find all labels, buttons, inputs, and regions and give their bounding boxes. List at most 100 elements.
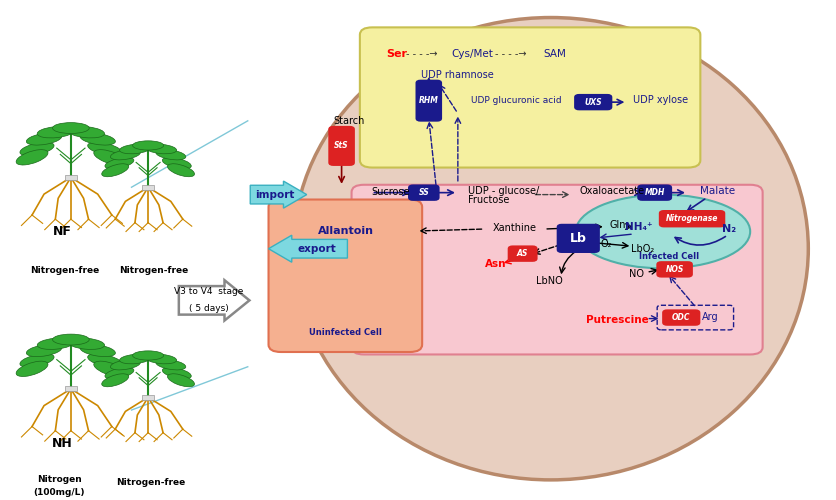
- Text: MDH: MDH: [645, 188, 665, 197]
- Ellipse shape: [576, 194, 750, 268]
- FancyBboxPatch shape: [558, 224, 599, 252]
- Text: Starch: Starch: [334, 116, 364, 126]
- Text: V3 to V4  stage: V3 to V4 stage: [174, 288, 243, 296]
- Ellipse shape: [69, 126, 104, 138]
- Ellipse shape: [88, 142, 122, 156]
- Ellipse shape: [146, 354, 176, 364]
- Text: NH₄⁺: NH₄⁺: [625, 222, 653, 232]
- Ellipse shape: [94, 361, 125, 376]
- FancyBboxPatch shape: [65, 175, 77, 180]
- Ellipse shape: [105, 368, 134, 379]
- Text: Nitrogenase: Nitrogenase: [665, 214, 718, 223]
- Ellipse shape: [293, 18, 808, 480]
- Text: Arg: Arg: [702, 312, 719, 322]
- Text: NOS: NOS: [665, 265, 684, 274]
- FancyBboxPatch shape: [508, 246, 537, 261]
- Ellipse shape: [37, 126, 74, 138]
- FancyBboxPatch shape: [329, 126, 354, 165]
- Ellipse shape: [133, 141, 164, 150]
- FancyBboxPatch shape: [142, 185, 154, 190]
- FancyBboxPatch shape: [142, 395, 154, 400]
- Text: SAM: SAM: [543, 50, 567, 59]
- Ellipse shape: [120, 144, 150, 154]
- Text: LbO₂: LbO₂: [630, 244, 654, 254]
- Ellipse shape: [37, 338, 74, 349]
- Ellipse shape: [120, 354, 150, 364]
- Text: ODC: ODC: [672, 313, 691, 322]
- Text: UDP - glucose/: UDP - glucose/: [468, 186, 539, 196]
- FancyBboxPatch shape: [575, 95, 611, 110]
- Ellipse shape: [110, 150, 140, 160]
- FancyBboxPatch shape: [409, 186, 439, 200]
- Text: Fructose: Fructose: [468, 194, 509, 204]
- Text: NO: NO: [629, 270, 644, 280]
- Ellipse shape: [80, 133, 115, 145]
- Ellipse shape: [20, 354, 54, 367]
- Ellipse shape: [155, 360, 186, 370]
- Text: Lb: Lb: [570, 232, 587, 245]
- Text: Sucrose: Sucrose: [371, 187, 410, 197]
- FancyBboxPatch shape: [359, 28, 701, 168]
- Ellipse shape: [88, 354, 122, 367]
- Ellipse shape: [20, 142, 54, 156]
- Ellipse shape: [146, 144, 176, 154]
- Ellipse shape: [105, 158, 134, 169]
- Ellipse shape: [155, 150, 186, 160]
- Text: RHM: RHM: [419, 96, 439, 105]
- FancyBboxPatch shape: [416, 80, 441, 121]
- Text: Allantoin: Allantoin: [318, 226, 374, 236]
- FancyBboxPatch shape: [65, 386, 77, 392]
- Text: Nitrogen-free: Nitrogen-free: [116, 478, 186, 487]
- Ellipse shape: [162, 368, 191, 379]
- Ellipse shape: [16, 361, 48, 376]
- Text: UDP xylose: UDP xylose: [633, 95, 688, 105]
- FancyBboxPatch shape: [638, 186, 671, 200]
- Text: Infected Cell: Infected Cell: [639, 252, 699, 260]
- Text: import: import: [256, 190, 295, 200]
- Ellipse shape: [162, 158, 191, 169]
- Text: UXS: UXS: [584, 98, 602, 106]
- Text: ( 5 days): ( 5 days): [189, 304, 228, 313]
- FancyArrow shape: [250, 181, 307, 208]
- Text: Cys/Met: Cys/Met: [451, 50, 493, 59]
- FancyArrow shape: [179, 280, 249, 320]
- Text: StS: StS: [334, 142, 349, 150]
- Text: Oxaloacetate: Oxaloacetate: [580, 186, 645, 196]
- Text: Putrescine: Putrescine: [586, 315, 649, 325]
- Text: Xanthine: Xanthine: [493, 223, 538, 233]
- Ellipse shape: [16, 150, 48, 165]
- Text: export: export: [298, 244, 336, 254]
- Ellipse shape: [69, 338, 104, 349]
- Ellipse shape: [94, 150, 125, 165]
- Text: SS: SS: [419, 188, 429, 197]
- Text: NF: NF: [54, 225, 72, 238]
- Ellipse shape: [53, 334, 89, 345]
- Text: - - - -→: - - - -→: [406, 50, 438, 59]
- Text: (100mg/L): (100mg/L): [33, 488, 85, 496]
- Text: Nitrogen: Nitrogen: [37, 476, 82, 484]
- Ellipse shape: [27, 133, 62, 145]
- Text: LbNO: LbNO: [536, 276, 563, 285]
- Ellipse shape: [53, 122, 89, 134]
- Text: NH: NH: [52, 436, 73, 450]
- FancyBboxPatch shape: [663, 310, 700, 325]
- Ellipse shape: [102, 374, 129, 386]
- Ellipse shape: [110, 360, 140, 370]
- Text: Nitrogen-free: Nitrogen-free: [30, 266, 99, 276]
- Text: UDP glucuronic acid: UDP glucuronic acid: [471, 96, 561, 104]
- Ellipse shape: [80, 344, 115, 356]
- Ellipse shape: [102, 164, 129, 176]
- FancyBboxPatch shape: [657, 262, 692, 276]
- Text: - - - -→: - - - -→: [495, 50, 527, 59]
- Ellipse shape: [167, 374, 195, 386]
- Text: N₂: N₂: [722, 224, 737, 234]
- Text: Ser: Ser: [387, 50, 408, 59]
- Text: O₂: O₂: [601, 239, 612, 249]
- FancyBboxPatch shape: [268, 200, 422, 352]
- Text: AS: AS: [517, 249, 528, 258]
- Text: Uninfected Cell: Uninfected Cell: [309, 328, 382, 337]
- Text: Asn: Asn: [486, 260, 507, 270]
- Text: Malate: Malate: [701, 186, 736, 196]
- Ellipse shape: [167, 164, 195, 176]
- FancyBboxPatch shape: [660, 211, 725, 226]
